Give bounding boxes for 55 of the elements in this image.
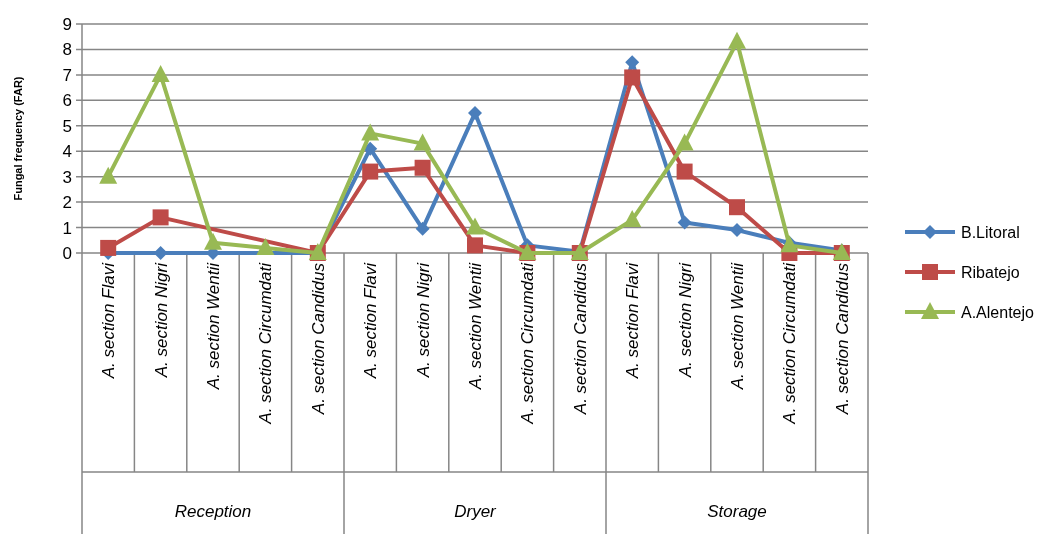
x-tick-label: A. section Flavi: [623, 261, 643, 380]
point: [99, 166, 118, 184]
y-tick-label: 8: [62, 40, 72, 60]
point: [204, 232, 222, 250]
point: [100, 239, 117, 256]
point: [623, 209, 642, 227]
legend-label: B.Litoral: [961, 223, 1020, 241]
y-tick-label: 5: [62, 116, 72, 136]
y-tick-label: 6: [62, 91, 72, 111]
x-tick-label: A. section Flavi: [361, 261, 381, 380]
y-tick-label: 7: [62, 65, 72, 85]
point: [413, 133, 432, 151]
legend-label: Ribatejo: [961, 263, 1020, 281]
point: [466, 217, 484, 235]
y-tick-label: 3: [62, 167, 72, 187]
point: [361, 123, 380, 141]
point: [467, 237, 483, 254]
point: [675, 133, 694, 151]
point: [624, 69, 641, 86]
point: [152, 209, 169, 226]
y-axis-title: Fungal frequency (FAR): [12, 76, 24, 201]
x-tick-label: A. section Candidus: [308, 262, 328, 416]
point: [676, 163, 693, 180]
point: [730, 223, 744, 238]
x-tick-label: A. section Nigri: [675, 261, 695, 379]
point: [729, 199, 745, 216]
x-tick-label: A. section Circumdati: [780, 261, 800, 425]
x-tick-label: A. section Wentii: [728, 261, 747, 391]
text: Storage: [707, 502, 767, 521]
x-tick-label: A. section Candidus: [832, 262, 852, 416]
x-tick-label: A. section Wentii: [466, 261, 485, 391]
point: [362, 163, 379, 180]
point: [153, 246, 168, 260]
y-tick-label: 9: [62, 14, 72, 34]
legend-label: A.Alentejo: [961, 303, 1035, 321]
y-tick-label: 0: [62, 243, 72, 263]
x-tick-label: A. section Circumdati: [518, 261, 538, 425]
x-tick-label: A. section Circumdati: [256, 261, 276, 425]
text: Reception: [174, 502, 252, 521]
y-tick-label: 4: [62, 142, 72, 162]
x-tick-label: A. section Nigri: [413, 261, 433, 379]
point: [728, 31, 746, 49]
y-tick-label: 2: [62, 193, 72, 213]
point: [415, 221, 430, 236]
text: Dryer: [454, 502, 498, 521]
point: [677, 215, 692, 230]
point: [256, 237, 275, 255]
x-tick-label: A. section Candidus: [570, 262, 590, 416]
x-tick-label: A. section Nigri: [151, 261, 171, 379]
x-tick-label: A. section Wentii: [204, 261, 223, 391]
point: [414, 159, 431, 176]
x-tick-label: A. section Flavi: [99, 261, 119, 380]
point: [151, 64, 170, 82]
point: [468, 106, 482, 121]
y-tick-label: 1: [62, 218, 72, 238]
